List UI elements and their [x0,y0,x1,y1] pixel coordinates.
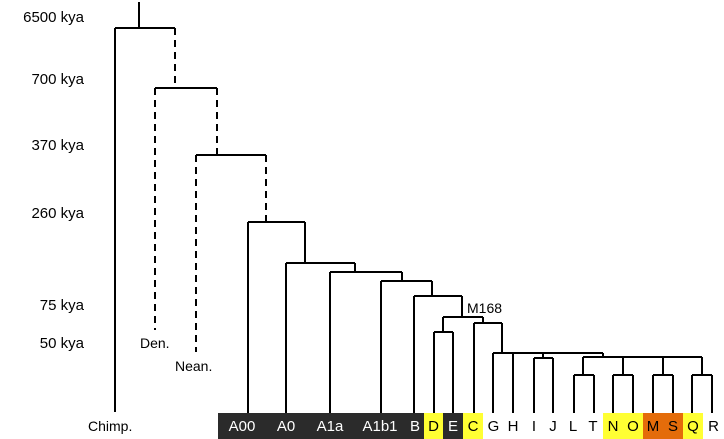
species-label-denisovan: Den. [140,335,170,351]
mutation-label-m168: M168 [467,300,503,316]
time-label-700: 700 kya [31,71,84,88]
haplogroup-b: B [406,413,424,439]
haplogroup-j: J [543,413,563,439]
haplogroup-s: S [663,413,683,439]
time-label-370: 370 kya [31,137,84,154]
haplogroup-m: M [643,413,663,439]
time-label-6500: 6500 kya [23,9,84,26]
haplogroup-h: H [503,413,523,439]
time-label-260: 260 kya [31,205,84,222]
time-label-50: 50 kya [39,335,84,352]
haplogroup-a1b1: A1b1 [354,413,406,439]
haplogroup-l: L [563,413,583,439]
haplogroup-e: E [443,413,463,439]
haplogroup-o: O [623,413,643,439]
haplogroup-g: G [484,413,503,439]
haplogroup-t: T [583,413,603,439]
haplogroup-a1a: A1a [306,413,354,439]
haplogroup-r: R [703,413,724,439]
haplogroup-a0: A0 [266,413,306,439]
haplogroup-a00: A00 [218,413,266,439]
haplogroup-n: N [603,413,623,439]
haplogroup-q: Q [683,413,703,439]
haplogroup-d: D [424,413,443,439]
time-label-75: 75 kya [39,297,84,314]
haplogroup-c: C [463,413,483,439]
species-label-neanderthal: Nean. [175,358,213,374]
species-label-chimp: Chimp. [88,418,133,434]
haplogroup-i: I [524,413,544,439]
